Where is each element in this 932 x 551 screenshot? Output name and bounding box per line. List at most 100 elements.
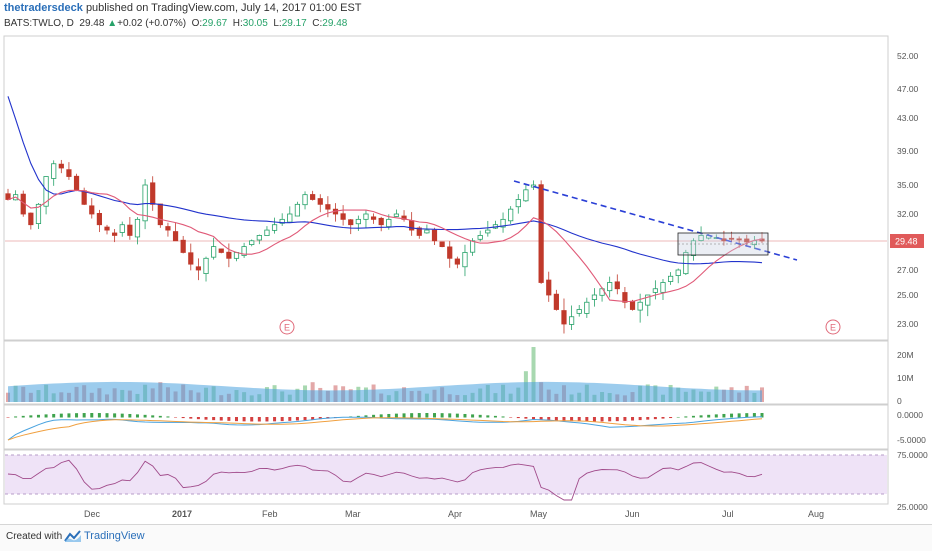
price-tick: 43.00 bbox=[897, 113, 919, 123]
macd-hist-bar bbox=[455, 413, 459, 418]
macd-hist-bar bbox=[288, 417, 292, 421]
macd-hist-bar bbox=[410, 413, 414, 418]
macd-hist-bar bbox=[204, 417, 208, 420]
time-tick: Apr bbox=[448, 509, 462, 519]
candle bbox=[203, 256, 209, 282]
earnings-label-1: E bbox=[284, 323, 290, 333]
macd-hist-bar bbox=[273, 417, 277, 422]
macd-hist-bar bbox=[75, 413, 79, 418]
candle bbox=[477, 230, 483, 242]
high-value: 30.05 bbox=[242, 18, 268, 29]
time-tick: May bbox=[530, 509, 548, 519]
price-tick: 47.00 bbox=[897, 84, 919, 94]
candle bbox=[195, 258, 202, 281]
macd-hist-bar bbox=[21, 415, 25, 418]
last-price-tag-text: 29.48 bbox=[895, 237, 918, 247]
candle bbox=[119, 221, 125, 237]
candle bbox=[454, 256, 460, 269]
macd-hist-bar bbox=[303, 417, 307, 421]
candle bbox=[112, 229, 118, 243]
candle bbox=[500, 212, 506, 233]
macd-hist-bar bbox=[661, 417, 665, 419]
candle bbox=[188, 243, 194, 271]
chart-canvas[interactable]: E E 52.00 47.00 43.00 39.00 35.00 32.00 … bbox=[0, 0, 932, 524]
candle bbox=[584, 297, 590, 318]
macd-hist-bar bbox=[600, 417, 604, 422]
macd-hist-bar bbox=[135, 414, 139, 418]
publish-line: thetradersdeck published on TradingView.… bbox=[4, 2, 884, 17]
macd-hist-bar bbox=[181, 417, 185, 419]
candle bbox=[393, 209, 400, 217]
candle bbox=[515, 194, 521, 214]
ma-long-line bbox=[7, 96, 763, 265]
macd-hist-bar bbox=[394, 413, 398, 418]
macd-hist-bar bbox=[250, 417, 254, 422]
time-tick: Jun bbox=[625, 509, 640, 519]
price-pane[interactable] bbox=[3, 35, 889, 341]
candle bbox=[728, 231, 735, 243]
candle bbox=[51, 160, 57, 186]
candle bbox=[744, 234, 750, 247]
macd-hist-bar bbox=[311, 417, 315, 420]
earnings-marker-2[interactable]: E bbox=[825, 319, 841, 335]
macd-hist-bar bbox=[669, 417, 673, 419]
macd-hist-bar bbox=[67, 413, 71, 418]
macd-hist-bar bbox=[471, 414, 475, 418]
macd-hist-bar bbox=[684, 416, 688, 418]
macd-hist-bar bbox=[82, 413, 86, 418]
volume-tick: 20M bbox=[897, 350, 914, 360]
rsi-line bbox=[7, 459, 763, 501]
earnings-marker-1[interactable]: E bbox=[279, 319, 295, 335]
low-label: L: bbox=[273, 18, 282, 29]
candle bbox=[279, 213, 285, 226]
candle bbox=[211, 237, 217, 260]
candle bbox=[96, 209, 102, 233]
time-tick: Aug bbox=[808, 509, 824, 519]
macd-hist-bar bbox=[448, 413, 452, 418]
footer: Created with TradingView bbox=[0, 524, 932, 551]
macd-hist-bar bbox=[646, 417, 650, 420]
open-label: O: bbox=[191, 18, 203, 29]
candle bbox=[622, 287, 628, 309]
candlestick-series bbox=[5, 159, 765, 334]
candle bbox=[180, 235, 186, 254]
candle bbox=[104, 224, 110, 235]
low-value: 29.17 bbox=[281, 18, 307, 29]
candle bbox=[157, 203, 163, 228]
tradingview-brand[interactable]: TradingView bbox=[84, 530, 145, 542]
macd-hist-bar bbox=[707, 414, 711, 418]
candle bbox=[134, 217, 141, 245]
time-tick: Jul bbox=[722, 509, 734, 519]
macd-hist-bar bbox=[478, 414, 482, 418]
time-axis[interactable]: Dec 2017 Feb Mar Apr May Jun Jul Aug bbox=[84, 509, 824, 519]
ma-short-line bbox=[7, 189, 763, 303]
candle bbox=[58, 159, 64, 174]
candle bbox=[485, 220, 491, 237]
macd-hist-bar bbox=[691, 415, 695, 418]
close-label: C: bbox=[312, 18, 323, 29]
price-axis[interactable]: 52.00 47.00 43.00 39.00 35.00 32.00 27.0… bbox=[897, 51, 919, 329]
candle bbox=[241, 242, 247, 258]
macd-hist-bar bbox=[387, 413, 391, 418]
macd-hist-bar bbox=[592, 417, 596, 422]
macd-pane[interactable] bbox=[3, 404, 889, 450]
macd-hist-bar bbox=[493, 415, 497, 418]
chart-header: thetradersdeck published on TradingView.… bbox=[4, 2, 884, 29]
symbol-label: BATS:TWLO, D bbox=[4, 18, 74, 29]
trendline-descending[interactable] bbox=[513, 180, 798, 261]
macd-hist-bar bbox=[516, 417, 520, 419]
macd-hist-bar bbox=[676, 416, 680, 418]
candle bbox=[294, 201, 301, 217]
time-tick: Mar bbox=[345, 509, 361, 519]
candle bbox=[317, 194, 323, 213]
candle bbox=[325, 196, 331, 218]
candle bbox=[690, 238, 697, 261]
macd-hist-bar bbox=[433, 413, 437, 418]
last-price: 29.48 bbox=[79, 18, 105, 29]
macd-hist-bar bbox=[524, 417, 528, 419]
macd-hist-bar bbox=[318, 417, 322, 420]
macd-hist-bar bbox=[105, 413, 109, 418]
earnings-label-2: E bbox=[830, 323, 836, 333]
candle bbox=[668, 272, 674, 285]
author-link[interactable]: thetradersdeck bbox=[4, 2, 83, 14]
